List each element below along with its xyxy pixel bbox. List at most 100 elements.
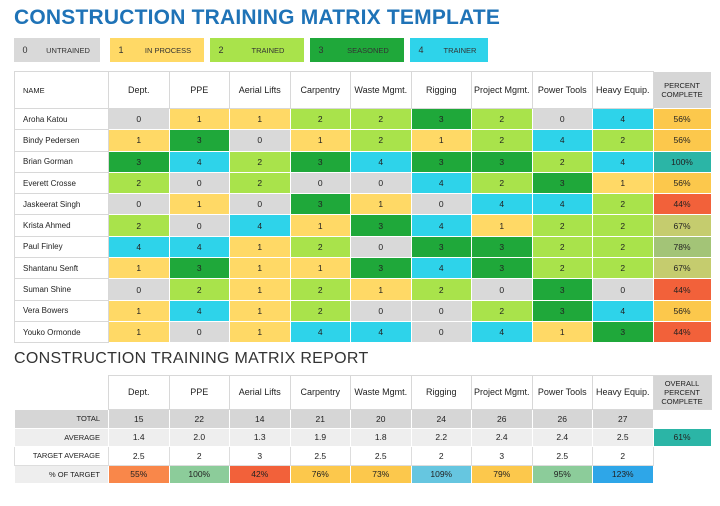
- skill-score-cell[interactable]: 0: [108, 278, 170, 301]
- skill-score-cell[interactable]: 3: [531, 299, 593, 322]
- skill-score-cell[interactable]: 4: [471, 193, 533, 216]
- skill-score-cell[interactable]: 1: [410, 129, 472, 152]
- skill-score-cell[interactable]: 0: [531, 107, 593, 131]
- skill-score-cell[interactable]: 3: [410, 235, 472, 259]
- skill-score-cell[interactable]: 0: [229, 193, 291, 216]
- skill-score-cell[interactable]: 0: [108, 193, 170, 216]
- skill-score-cell[interactable]: 2: [471, 171, 533, 195]
- skill-score-cell[interactable]: 0: [108, 107, 170, 131]
- skill-score-cell[interactable]: 2: [531, 235, 593, 259]
- skill-score-cell[interactable]: 0: [410, 320, 472, 344]
- skill-score-cell[interactable]: 2: [592, 193, 654, 216]
- skill-score-cell[interactable]: 3: [471, 150, 533, 173]
- skill-score-cell[interactable]: 0: [350, 299, 412, 322]
- skill-score-cell[interactable]: 2: [289, 299, 351, 322]
- skill-score-cell[interactable]: 1: [350, 193, 412, 216]
- skill-score-cell[interactable]: 1: [168, 107, 230, 131]
- skill-score-cell[interactable]: 2: [592, 129, 654, 152]
- skill-score-cell[interactable]: 1: [108, 299, 170, 322]
- skill-score-cell[interactable]: 2: [289, 278, 351, 301]
- skill-score-cell[interactable]: 1: [168, 193, 230, 216]
- skill-score-cell[interactable]: 0: [168, 320, 230, 344]
- skill-score-cell[interactable]: 0: [471, 278, 533, 301]
- skill-score-cell[interactable]: 3: [168, 257, 230, 280]
- skill-score-cell[interactable]: 3: [350, 214, 412, 237]
- skill-score-cell[interactable]: 2: [350, 107, 412, 131]
- skill-score-cell[interactable]: 1: [350, 278, 412, 301]
- skill-score-cell[interactable]: 2: [168, 278, 230, 301]
- percent-complete-cell: 56%: [652, 129, 712, 152]
- skill-score-cell[interactable]: 4: [168, 235, 230, 259]
- skill-score-cell[interactable]: 2: [229, 171, 291, 195]
- skill-score-cell[interactable]: 4: [350, 320, 412, 344]
- skill-score-cell[interactable]: 0: [410, 299, 472, 322]
- skill-score-cell[interactable]: 3: [531, 171, 593, 195]
- skill-score-cell[interactable]: 2: [592, 235, 654, 259]
- skill-score-cell[interactable]: 3: [289, 193, 351, 216]
- skill-score-cell[interactable]: 4: [531, 129, 593, 152]
- skill-score-cell[interactable]: 2: [108, 171, 170, 195]
- skill-score-cell[interactable]: 4: [410, 214, 472, 237]
- skill-score-cell[interactable]: 4: [410, 171, 472, 195]
- skill-score-cell[interactable]: 3: [350, 257, 412, 280]
- skill-score-cell[interactable]: 0: [168, 171, 230, 195]
- skill-score-cell[interactable]: 3: [592, 320, 654, 344]
- skill-score-cell[interactable]: 0: [350, 235, 412, 259]
- skill-score-cell[interactable]: 2: [531, 150, 593, 173]
- skill-score-cell[interactable]: 1: [229, 107, 291, 131]
- skill-score-cell[interactable]: 2: [229, 150, 291, 173]
- skill-score-cell[interactable]: 3: [410, 150, 472, 173]
- skill-score-cell[interactable]: 1: [289, 214, 351, 237]
- skill-score-cell[interactable]: 4: [168, 299, 230, 322]
- skill-score-cell[interactable]: 2: [410, 278, 472, 301]
- skill-score-cell[interactable]: 2: [289, 107, 351, 131]
- skill-score-cell[interactable]: 2: [531, 257, 593, 280]
- skill-score-cell[interactable]: 1: [229, 278, 291, 301]
- skill-score-cell[interactable]: 2: [531, 214, 593, 237]
- skill-score-cell[interactable]: 1: [592, 171, 654, 195]
- skill-score-cell[interactable]: 1: [531, 320, 593, 344]
- skill-score-cell[interactable]: 3: [168, 129, 230, 152]
- skill-score-cell[interactable]: 1: [229, 257, 291, 280]
- skill-score-cell[interactable]: 3: [108, 150, 170, 173]
- skill-score-cell[interactable]: 1: [289, 257, 351, 280]
- skill-score-cell[interactable]: 2: [592, 214, 654, 237]
- skill-score-cell[interactable]: 1: [108, 320, 170, 344]
- skill-score-cell[interactable]: 1: [108, 257, 170, 280]
- skill-score-cell[interactable]: 4: [410, 257, 472, 280]
- skill-score-cell[interactable]: 3: [471, 257, 533, 280]
- skill-score-cell[interactable]: 1: [108, 129, 170, 152]
- skill-score-cell[interactable]: 1: [289, 129, 351, 152]
- skill-score-cell[interactable]: 1: [229, 235, 291, 259]
- skill-score-cell[interactable]: 0: [350, 171, 412, 195]
- skill-score-cell[interactable]: 4: [350, 150, 412, 173]
- skill-score-cell[interactable]: 2: [471, 299, 533, 322]
- skill-score-cell[interactable]: 1: [229, 320, 291, 344]
- skill-score-cell[interactable]: 4: [229, 214, 291, 237]
- skill-score-cell[interactable]: 0: [289, 171, 351, 195]
- skill-score-cell[interactable]: 1: [471, 214, 533, 237]
- skill-score-cell[interactable]: 4: [289, 320, 351, 344]
- skill-score-cell[interactable]: 2: [289, 235, 351, 259]
- skill-score-cell[interactable]: 3: [471, 235, 533, 259]
- skill-score-cell[interactable]: 0: [168, 214, 230, 237]
- skill-score-cell[interactable]: 0: [410, 193, 472, 216]
- skill-score-cell[interactable]: 1: [229, 299, 291, 322]
- skill-score-cell[interactable]: 2: [350, 129, 412, 152]
- skill-score-cell[interactable]: 2: [108, 214, 170, 237]
- skill-score-cell[interactable]: 3: [289, 150, 351, 173]
- skill-score-cell[interactable]: 4: [108, 235, 170, 259]
- skill-score-cell[interactable]: 3: [531, 278, 593, 301]
- skill-score-cell[interactable]: 4: [592, 299, 654, 322]
- skill-score-cell[interactable]: 2: [471, 129, 533, 152]
- skill-score-cell[interactable]: 2: [471, 107, 533, 131]
- skill-score-cell[interactable]: 3: [410, 107, 472, 131]
- skill-score-cell[interactable]: 4: [592, 107, 654, 131]
- skill-score-cell[interactable]: 0: [592, 278, 654, 301]
- skill-score-cell[interactable]: 4: [592, 150, 654, 173]
- skill-score-cell[interactable]: 4: [471, 320, 533, 344]
- skill-score-cell[interactable]: 0: [229, 129, 291, 152]
- skill-score-cell[interactable]: 4: [168, 150, 230, 173]
- skill-score-cell[interactable]: 4: [531, 193, 593, 216]
- skill-score-cell[interactable]: 2: [592, 257, 654, 280]
